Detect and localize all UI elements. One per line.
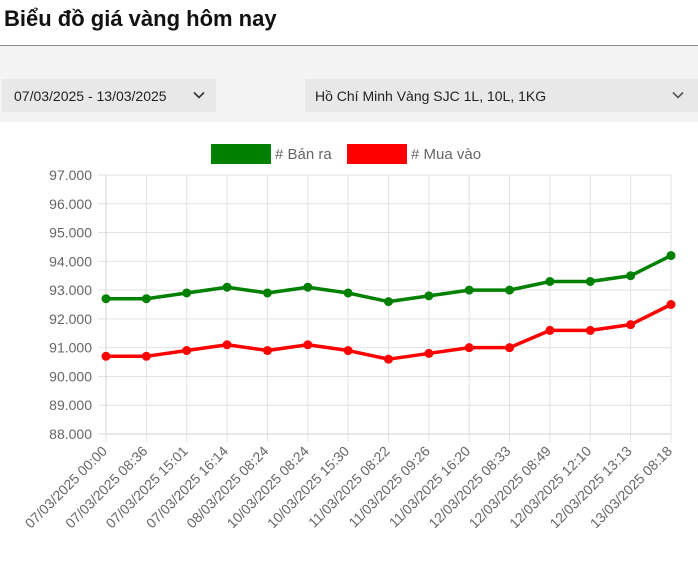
data-point[interactable]: [262, 346, 272, 356]
product-select[interactable]: Hồ Chí Minh Vàng SJC 1L, 10L, 1KG: [305, 79, 698, 112]
data-point[interactable]: [101, 294, 111, 304]
data-point[interactable]: [262, 288, 272, 298]
chevron-down-icon: [193, 91, 205, 99]
y-tick-label: 91.000: [49, 340, 92, 356]
data-point[interactable]: [585, 276, 595, 286]
data-point[interactable]: [626, 271, 636, 281]
data-point[interactable]: [626, 320, 636, 330]
data-point[interactable]: [343, 288, 353, 298]
data-point[interactable]: [343, 346, 353, 356]
page-title: Biểu đồ giá vàng hôm nay: [4, 6, 277, 31]
data-point[interactable]: [464, 343, 474, 353]
legend-label[interactable]: # Mua vào: [411, 146, 481, 163]
product-value: Hồ Chí Minh Vàng SJC 1L, 10L, 1KG: [315, 87, 547, 104]
data-point[interactable]: [303, 340, 313, 350]
filter-bar: 07/03/2025 - 13/03/2025 Hồ Chí Minh Vàng…: [0, 47, 698, 122]
gold-price-line-chart: 97.000 96.000 95.000 94.000 93.000 92.000 91.0…: [22, 144, 676, 531]
data-point[interactable]: [222, 282, 232, 292]
data-point[interactable]: [182, 346, 192, 356]
data-point[interactable]: [424, 291, 434, 301]
data-point[interactable]: [505, 285, 515, 295]
date-range-select[interactable]: 07/03/2025 - 13/03/2025: [2, 79, 216, 112]
data-point[interactable]: [141, 351, 151, 361]
data-point[interactable]: [585, 325, 595, 335]
data-point[interactable]: [222, 340, 232, 350]
data-point[interactable]: [545, 325, 555, 335]
data-point[interactable]: [545, 276, 555, 286]
data-point[interactable]: [384, 354, 393, 364]
data-point[interactable]: [505, 343, 515, 353]
y-tick-label: 90.000: [49, 368, 92, 384]
data-point[interactable]: [101, 351, 111, 361]
data-point[interactable]: [666, 300, 676, 309]
legend-swatch[interactable]: [211, 144, 271, 164]
data-point[interactable]: [464, 285, 474, 295]
y-tick-label: 97.000: [49, 167, 92, 183]
y-tick-label: 92.000: [49, 311, 92, 327]
data-point[interactable]: [182, 288, 192, 298]
legend-label[interactable]: # Bán ra: [275, 146, 332, 163]
data-point[interactable]: [384, 297, 393, 307]
y-tick-label: 94.000: [49, 253, 92, 269]
y-tick-label: 93.000: [49, 282, 92, 298]
date-range-value: 07/03/2025 - 13/03/2025: [14, 87, 167, 104]
data-point[interactable]: [141, 294, 151, 304]
chevron-down-icon: [672, 91, 684, 99]
y-tick-label: 88.000: [49, 426, 92, 442]
chart-card: 97.000 96.000 95.000 94.000 93.000 92.000 91.0…: [0, 122, 698, 564]
data-point[interactable]: [303, 282, 313, 292]
y-tick-label: 89.000: [49, 397, 92, 413]
page-header: Biểu đồ giá vàng hôm nay: [0, 0, 698, 46]
y-tick-label: 96.000: [49, 196, 92, 212]
data-point[interactable]: [424, 348, 434, 358]
data-point[interactable]: [666, 251, 676, 261]
legend-swatch[interactable]: [347, 144, 407, 164]
y-tick-label: 95.000: [49, 225, 92, 241]
